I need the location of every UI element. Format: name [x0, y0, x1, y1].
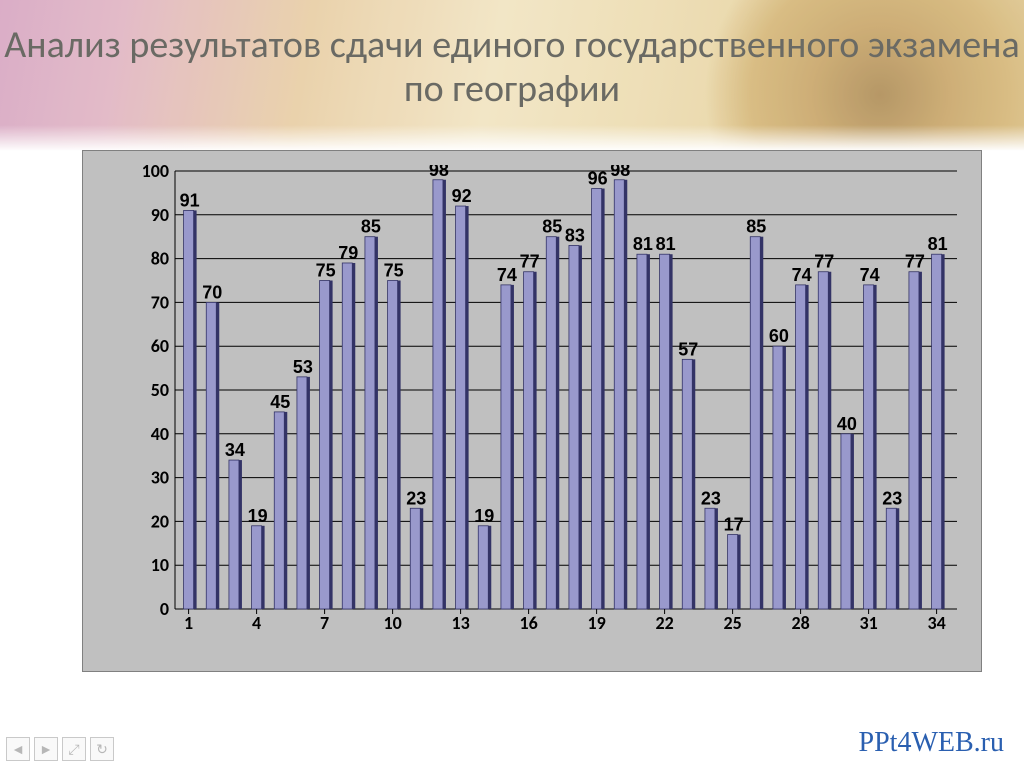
svg-text:0: 0	[160, 598, 169, 620]
svg-text:17: 17	[724, 515, 744, 535]
svg-text:75: 75	[384, 261, 404, 281]
svg-text:77: 77	[905, 252, 925, 272]
svg-text:96: 96	[588, 169, 608, 189]
svg-text:10: 10	[383, 612, 401, 634]
svg-text:31: 31	[859, 612, 877, 634]
svg-text:7: 7	[320, 612, 329, 634]
svg-text:1: 1	[184, 612, 193, 634]
control-next-icon[interactable]: ►	[34, 737, 58, 761]
svg-text:28: 28	[791, 612, 809, 634]
svg-text:23: 23	[701, 488, 721, 508]
svg-text:23: 23	[406, 488, 426, 508]
control-prev-icon[interactable]: ◄	[6, 737, 30, 761]
svg-text:13: 13	[451, 612, 469, 634]
svg-text:85: 85	[361, 217, 381, 237]
viewer-controls: ◄ ► ⤢ ↻	[6, 737, 114, 761]
svg-text:74: 74	[497, 265, 517, 285]
bar-chart: 0102030405060708090100917034194553757985…	[82, 150, 982, 672]
control-expand-icon[interactable]: ⤢	[62, 737, 86, 761]
svg-text:85: 85	[746, 217, 766, 237]
svg-text:16: 16	[519, 612, 537, 634]
svg-text:70: 70	[202, 282, 222, 302]
svg-text:83: 83	[565, 225, 585, 245]
svg-text:4: 4	[252, 612, 261, 634]
svg-text:98: 98	[610, 165, 630, 180]
svg-text:34: 34	[927, 612, 945, 634]
svg-text:19: 19	[248, 506, 268, 526]
svg-text:90: 90	[151, 204, 169, 226]
svg-text:98: 98	[429, 165, 449, 180]
svg-text:19: 19	[587, 612, 605, 634]
svg-text:74: 74	[792, 265, 812, 285]
svg-text:57: 57	[678, 339, 698, 359]
svg-text:30: 30	[151, 467, 169, 489]
svg-text:25: 25	[723, 612, 741, 634]
svg-text:100: 100	[143, 165, 169, 182]
svg-text:50: 50	[151, 379, 169, 401]
svg-text:70: 70	[151, 291, 169, 313]
slide-title: Анализ результатов сдачи единого государ…	[0, 24, 1024, 111]
svg-text:80: 80	[151, 248, 169, 270]
watermark-text: PPt4WEB.ru	[859, 727, 1004, 759]
control-loop-icon[interactable]: ↻	[90, 737, 114, 761]
svg-text:22: 22	[655, 612, 673, 634]
svg-text:77: 77	[814, 252, 834, 272]
svg-text:10: 10	[151, 554, 169, 576]
svg-text:19: 19	[474, 506, 494, 526]
svg-text:40: 40	[151, 423, 169, 445]
svg-text:81: 81	[633, 234, 653, 254]
svg-text:92: 92	[452, 186, 472, 206]
svg-text:79: 79	[338, 243, 358, 263]
svg-text:34: 34	[225, 440, 245, 460]
svg-text:53: 53	[293, 357, 313, 377]
svg-text:40: 40	[837, 414, 857, 434]
svg-text:81: 81	[928, 234, 948, 254]
svg-text:85: 85	[542, 217, 562, 237]
svg-text:74: 74	[860, 265, 880, 285]
svg-text:20: 20	[151, 510, 169, 532]
svg-text:23: 23	[882, 488, 902, 508]
svg-text:77: 77	[520, 252, 540, 272]
svg-text:45: 45	[270, 392, 290, 412]
svg-text:81: 81	[656, 234, 676, 254]
svg-text:75: 75	[316, 261, 336, 281]
svg-text:60: 60	[769, 326, 789, 346]
svg-text:91: 91	[180, 190, 200, 210]
svg-text:60: 60	[151, 335, 169, 357]
slide: Анализ результатов сдачи единого государ…	[0, 0, 1024, 767]
chart-plot: 0102030405060708090100917034194553757985…	[143, 165, 963, 635]
